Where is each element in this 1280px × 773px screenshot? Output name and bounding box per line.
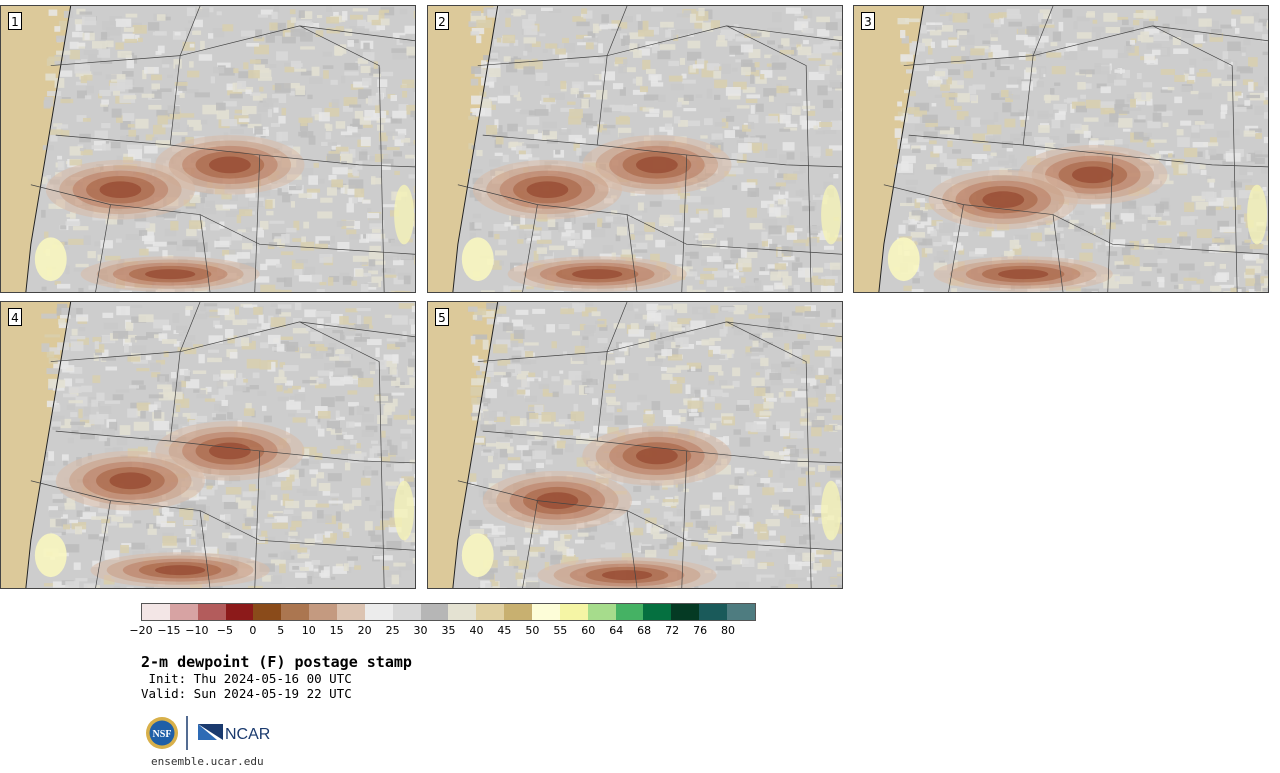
colorbar-tick-label: 10 — [301, 624, 316, 637]
init-time: Init: Thu 2024-05-16 00 UTC — [141, 671, 352, 686]
colorbar-tick-label: −15 — [157, 624, 181, 637]
colorbar-swatch — [559, 604, 588, 620]
nsf-text: NSF — [153, 729, 172, 740]
colorbar-tick-label: 30 — [413, 624, 428, 637]
map-panel-1: 1 — [0, 5, 416, 293]
colorbar-tick-label: 0 — [249, 624, 257, 637]
colorbar-tick-label: −10 — [185, 624, 209, 637]
colorbar-tick-label: 35 — [441, 624, 456, 637]
colorbar-swatch — [643, 604, 672, 620]
dewpoint-map-4 — [1, 302, 415, 588]
panel-label-2: 2 — [435, 12, 449, 30]
valid-time: Valid: Sun 2024-05-19 22 UTC — [141, 686, 352, 701]
colorbar-swatch — [225, 604, 254, 620]
dewpoint-map-3 — [854, 6, 1268, 292]
colorbar-tick-label: 60 — [581, 624, 596, 637]
site-url: ensemble.ucar.edu — [151, 755, 264, 768]
colorbar-swatch — [699, 604, 728, 620]
colorbar-swatch — [337, 604, 365, 620]
map-panel-4: 4 — [0, 301, 416, 589]
colorbar-tick-label: 68 — [637, 624, 652, 637]
colorbar-tick-label: 5 — [277, 624, 285, 637]
colorbar-swatch — [504, 604, 533, 620]
colorbar-swatch — [364, 604, 393, 620]
colorbar-swatch — [532, 604, 560, 620]
panel-label-1: 1 — [8, 12, 22, 30]
colorbar-tick-label: 40 — [469, 624, 484, 637]
colorbar-swatch — [281, 604, 310, 620]
colorbar-swatch — [169, 604, 198, 620]
colorbar-tick-label: 76 — [693, 624, 708, 637]
panel-label-5: 5 — [435, 308, 449, 326]
map-panel-3: 3 — [853, 5, 1269, 293]
colorbar-tick-label: 64 — [609, 624, 624, 637]
colorbar-swatch — [253, 604, 282, 620]
nsf-ncar-logo: NSF NCAR — [146, 716, 270, 750]
colorbar — [141, 603, 756, 621]
colorbar-swatch — [142, 604, 170, 620]
colorbar-swatch — [309, 604, 338, 620]
colorbar-swatch — [476, 604, 505, 620]
colorbar-ticks: −20 −15 −10 −5 0 5 10 15 20 25 30 35 40 45 50 55 60 64 68 7… — [129, 624, 756, 638]
dewpoint-map-2 — [428, 6, 842, 292]
colorbar-tick-label: 45 — [497, 624, 512, 637]
colorbar-swatch — [727, 604, 755, 620]
colorbar-swatch — [448, 604, 477, 620]
map-panel-5: 5 — [427, 301, 843, 589]
dewpoint-map-1 — [1, 6, 415, 292]
panel-label-4: 4 — [8, 308, 22, 326]
colorbar-tick-label: 15 — [329, 624, 344, 637]
dewpoint-map-5 — [428, 302, 842, 588]
plot-title: 2-m dewpoint (F) postage stamp — [141, 653, 412, 671]
colorbar-swatch — [197, 604, 226, 620]
colorbar-swatch — [420, 604, 449, 620]
colorbar-tick-label: 72 — [665, 624, 680, 637]
map-panel-2: 2 — [427, 5, 843, 293]
colorbar-swatch — [671, 604, 700, 620]
colorbar-tick-label: −5 — [216, 624, 233, 637]
colorbar-tick-label: 80 — [721, 624, 736, 637]
panel-label-3: 3 — [861, 12, 875, 30]
colorbar-tick-label: 25 — [385, 624, 400, 637]
colorbar-tick-label: 20 — [357, 624, 372, 637]
colorbar-swatch — [392, 604, 421, 620]
colorbar-tick-label: 55 — [553, 624, 568, 637]
colorbar-tick-label: 50 — [525, 624, 540, 637]
colorbar-tick-label: −20 — [129, 624, 153, 637]
ncar-text: NCAR — [225, 726, 270, 743]
colorbar-swatch — [587, 604, 616, 620]
colorbar-swatch — [615, 604, 644, 620]
